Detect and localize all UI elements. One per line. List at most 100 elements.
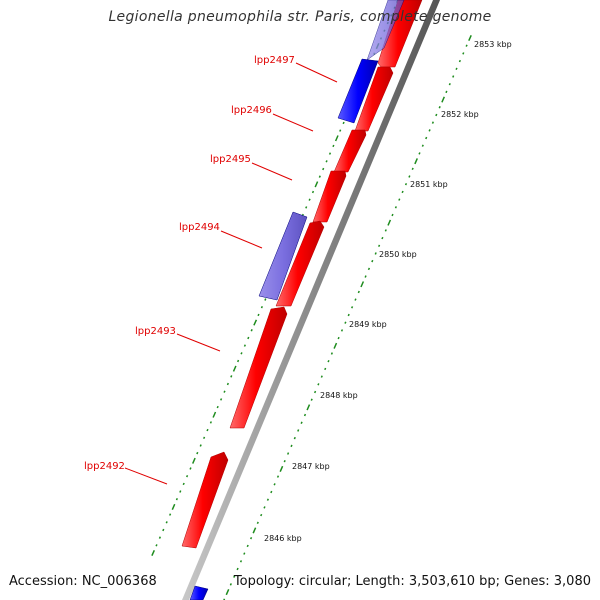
genome-backbone — [182, 0, 440, 600]
ruler-dot — [239, 560, 243, 563]
gene-label[interactable]: lpp2497 — [254, 55, 295, 66]
ruler-dot — [374, 252, 377, 255]
cds-arrow[interactable] — [354, 66, 394, 132]
ruler-dot — [354, 298, 357, 301]
cds-arrow[interactable] — [275, 220, 325, 307]
ruler-dot — [398, 198, 401, 201]
ruler-dot — [182, 482, 185, 486]
gene-label[interactable]: lpp2493 — [135, 326, 176, 337]
reverse-strand-genes — [189, 0, 405, 600]
gene-label[interactable]: lpp2496 — [231, 105, 272, 116]
ruler-dot — [334, 135, 339, 142]
ruler-dot — [216, 405, 219, 409]
ruler-dot — [270, 490, 273, 494]
ruler-dot — [257, 313, 260, 317]
forward-strand-genes — [181, 0, 423, 549]
ruler-dot — [384, 229, 387, 232]
ruler-dot — [337, 336, 340, 340]
ruler-dot — [308, 198, 311, 201]
ruler-dot — [250, 536, 253, 540]
ruler-dot — [445, 90, 448, 94]
ruler-dot — [452, 75, 455, 78]
ruler-dot — [408, 175, 411, 178]
ruler-dot — [435, 113, 438, 117]
cds-arrow[interactable] — [366, 0, 405, 61]
ruler-dot — [229, 583, 232, 586]
ruler-dot — [404, 182, 408, 186]
gene-label[interactable]: lpp2495 — [210, 154, 251, 165]
topology-summary: Topology: circular; Length: 3,503,610 bp… — [233, 574, 591, 589]
ruler-dot — [243, 344, 246, 347]
ruler-dot — [203, 436, 206, 440]
cds-arrow[interactable] — [189, 585, 209, 600]
ruler-dot — [324, 367, 327, 371]
ruler-dot — [240, 352, 243, 355]
ruler-dot — [333, 342, 338, 349]
cds-arrow[interactable] — [333, 129, 367, 173]
ruler-dot — [306, 404, 311, 411]
ruler-dot — [266, 498, 269, 501]
ruler-dot — [347, 313, 350, 317]
ruler-dot — [305, 206, 308, 209]
ruler-dot — [465, 44, 468, 47]
ruler-dot — [236, 567, 239, 571]
ruler-dot — [199, 444, 202, 447]
ruler-dot — [158, 536, 161, 539]
inner-ruler — [223, 34, 472, 600]
cds-arrow[interactable] — [312, 170, 347, 223]
ruler-dot — [256, 521, 259, 525]
ruler-dot — [247, 336, 250, 340]
accession-text: Accession: NC_006368 — [9, 574, 157, 589]
ruler-dot — [232, 365, 237, 372]
ruler-dot — [342, 121, 345, 125]
connector-line — [251, 162, 293, 181]
ruler-dot — [250, 329, 253, 332]
ruler-dot — [263, 506, 266, 509]
ruler-dot — [378, 244, 381, 248]
ruler-dot — [300, 421, 303, 424]
cds-arrow[interactable] — [258, 211, 308, 301]
ruler-dot — [260, 513, 263, 517]
ruler-dot — [414, 158, 418, 165]
cds-arrow[interactable] — [181, 451, 229, 549]
gene-label[interactable]: lpp2494 — [179, 222, 220, 233]
ruler-dot — [418, 152, 421, 155]
tick-label: 2853 kbp — [474, 40, 512, 49]
ruler-dot — [322, 167, 325, 171]
ruler-dot — [260, 305, 263, 309]
connector-line — [176, 333, 221, 352]
ruler-dot — [192, 457, 196, 464]
ruler-dot — [196, 451, 199, 455]
ruler-dot — [318, 175, 321, 178]
ruler-dot — [367, 267, 371, 271]
tick-label: 2849 kbp — [349, 320, 387, 329]
ruler-dot — [276, 475, 280, 478]
ruler-dot — [279, 465, 284, 472]
ruler-dot — [253, 319, 258, 326]
map-title: Legionella pneumophila str. Paris, compl… — [108, 9, 492, 25]
ruler-dot — [448, 82, 451, 86]
ruler-dot — [230, 375, 233, 378]
ruler-dot — [428, 129, 431, 132]
ruler-dot — [290, 444, 293, 448]
ruler-dot — [431, 121, 434, 124]
cds-arrow[interactable] — [337, 58, 379, 124]
ruler-dot — [351, 306, 354, 309]
ruler-dot — [401, 190, 404, 194]
cds-arrow[interactable] — [229, 306, 288, 429]
ruler-dot — [287, 452, 290, 455]
ruler-dot — [297, 429, 300, 432]
ruler-dot — [179, 490, 182, 493]
tick-label: 2846 kbp — [264, 534, 302, 543]
ruler-dot — [209, 421, 212, 424]
ruler-dot — [339, 129, 342, 132]
ruler-dot — [330, 352, 333, 355]
ruler-dot — [325, 160, 328, 163]
ruler-dot — [226, 382, 229, 386]
ruler-dot — [462, 52, 465, 55]
ruler-dot — [381, 236, 384, 240]
gene-label[interactable]: lpp2492 — [84, 461, 125, 472]
ruler-dot — [162, 528, 165, 532]
ruler-dot — [225, 589, 230, 596]
